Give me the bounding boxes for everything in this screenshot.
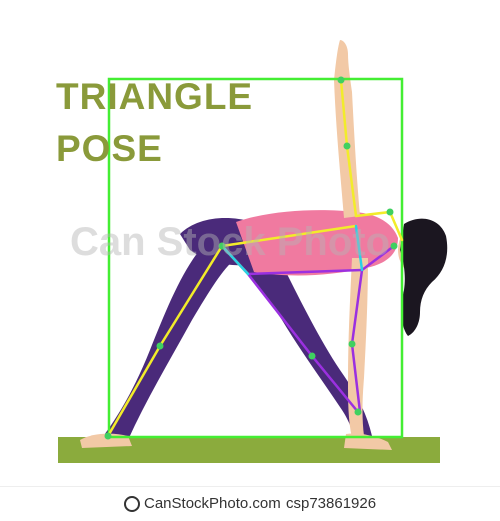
joint-elbow-top (343, 142, 351, 150)
footer-brand: CanStockPhoto.com (124, 495, 281, 512)
raised-arm (334, 40, 360, 218)
joint-shoulder (386, 208, 394, 216)
footer-bar: CanStockPhoto.com csp73861926 (0, 486, 500, 521)
footer-brand-text: CanStockPhoto.com (144, 495, 281, 512)
skeleton-cyan (220, 224, 364, 276)
joint-head (390, 242, 398, 250)
canstock-logo-icon (124, 496, 140, 512)
shirt (236, 210, 398, 276)
skeleton-joints (104, 76, 398, 440)
joint-ankle-back (104, 432, 112, 440)
joint-elbow-low (348, 340, 356, 348)
skeleton-cyan-torso (354, 224, 364, 272)
front-leg (212, 228, 372, 438)
pose-title-line-1: TRIANGLE (56, 76, 254, 117)
lower-arm (348, 258, 368, 438)
skeleton-waist-line (246, 268, 364, 276)
pose-title-line-2: POSE (56, 128, 163, 169)
skeleton-cyan-hip (220, 244, 250, 276)
footer-image-id: csp73861926 (286, 495, 377, 512)
joint-wrist-top (337, 76, 345, 84)
skeleton-upper-body-line (220, 224, 358, 248)
hips (180, 218, 258, 266)
joint-hip (218, 242, 226, 250)
hair (400, 218, 448, 336)
joint-knee-back (156, 342, 164, 350)
bounding-box (107, 77, 404, 439)
skeleton-lower-arm-line (350, 244, 396, 414)
joint-ankle-front (354, 408, 362, 416)
skeleton-front-leg-line (246, 272, 360, 414)
joint-knee-front (308, 352, 316, 360)
